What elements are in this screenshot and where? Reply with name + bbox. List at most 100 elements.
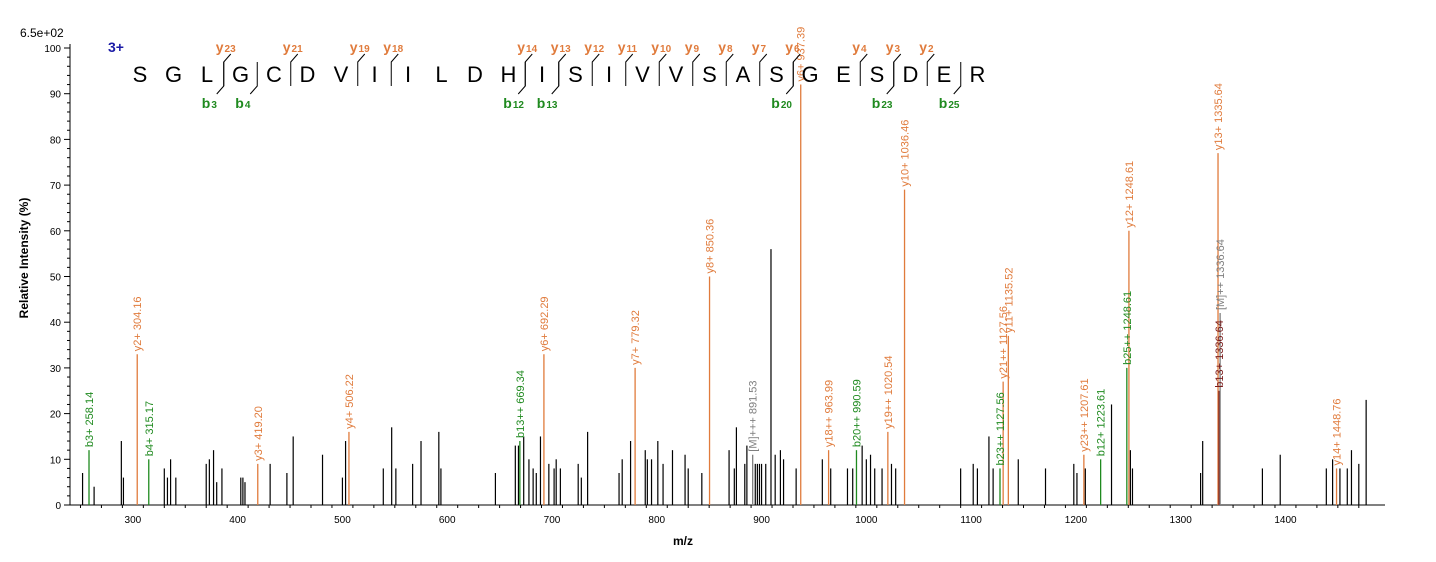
y-tick-label: 10 [50, 455, 62, 466]
peak-label: y10+ 1036.46 [900, 120, 912, 187]
b-ion-marker [785, 62, 794, 95]
peak-label: y4+ 506.22 [344, 374, 356, 429]
sequence-residue: D [467, 62, 483, 87]
peak-label: y19++ 1020.54 [883, 355, 895, 428]
y-ion-number: 23 [225, 44, 237, 55]
y-ion-marker [759, 53, 768, 86]
sequence-residue: H [501, 62, 517, 87]
sequence-residue: D [903, 62, 919, 87]
y-axis-label: Relative Intensity (%) [17, 198, 31, 319]
y-ion-number: 9 [694, 44, 700, 55]
peak-label: b13++ 669.34 [515, 370, 527, 438]
x-axis-label: m/z [673, 534, 693, 548]
y-ion-number: 18 [392, 44, 404, 55]
peak-label: [M]++ 1336.64 [1215, 239, 1227, 310]
sequence-residue: S [769, 62, 784, 87]
b-ion-marker [551, 62, 560, 95]
peak-label: b20++ 990.59 [851, 379, 863, 447]
x-tick-label: 1200 [1065, 515, 1088, 526]
peak-label: y2+ 304.16 [132, 296, 144, 351]
y-ion-marker [658, 53, 667, 86]
b-ion-marker [249, 62, 258, 95]
b-ion-marker [886, 62, 895, 95]
y-ion-marker [558, 53, 567, 86]
y-ion-label: y13 [551, 39, 571, 55]
peak-label: y23++ 1207.61 [1079, 378, 1091, 451]
y-ion-number: 10 [660, 44, 672, 55]
b-ion-marker [953, 62, 962, 95]
y-ion-marker [524, 53, 533, 86]
x-tick-label: 400 [229, 515, 246, 526]
peak-label: y11+ 1135.52 [1003, 268, 1015, 333]
b-ion-number: 3 [211, 100, 217, 111]
axes: 0 10 20 30 40 50 60 70 80 90 100 300 400 500 600 700 800… [44, 44, 1385, 526]
y-ion-label: y18 [383, 39, 403, 55]
y-ion-number: 13 [560, 44, 572, 55]
b-ion-label: b23 [872, 95, 893, 111]
y-ion-label: y19 [350, 39, 370, 55]
peak-label: y13+ 1335.64 [1213, 83, 1225, 150]
y-ion-number: 4 [861, 44, 867, 55]
peak-label: b25++ 1248.61 [1122, 291, 1134, 365]
b-ion-number: 4 [245, 100, 251, 111]
sequence-residue: I [539, 62, 545, 87]
sequence-residue: C [266, 62, 282, 87]
y-ion-number: 3 [895, 44, 901, 55]
sequence-residue: G [232, 62, 249, 87]
b-ion-label: b4 [235, 95, 251, 111]
sequence-residue: V [334, 62, 349, 87]
x-tick-label: 1100 [960, 515, 982, 526]
b-ion-label: b25 [939, 95, 960, 111]
y-ion-marker [725, 53, 734, 86]
y-ion-number: 7 [761, 44, 767, 55]
sequence-residue: S [870, 62, 885, 87]
peak-label: [M]+++ 891.53 [748, 380, 760, 451]
intensity-scale-label: 6.5e+02 [20, 26, 64, 40]
x-tick-label: 900 [753, 515, 770, 526]
b-ion-label: b13 [537, 95, 558, 111]
y-ion-number: 2 [928, 44, 934, 55]
sequence-residue: V [669, 62, 684, 87]
y-tick-label: 60 [50, 227, 62, 238]
peak-label: y7+ 779.32 [630, 310, 642, 365]
b-ion-marker [216, 62, 225, 95]
peak-label: y21++ 1127.56 [998, 306, 1010, 379]
sequence-residue: S [568, 62, 583, 87]
sequence-residue: G [801, 62, 818, 87]
x-tick-label: 1400 [1274, 515, 1297, 526]
peak-label: b13+ 1336.64 [1214, 320, 1226, 388]
peak-label: b23++ 1127.56 [995, 392, 1007, 465]
y-ion-marker [591, 53, 600, 86]
y-ion-number: 21 [292, 44, 304, 55]
y-ion-label: y14 [517, 39, 537, 55]
b-ion-number: 12 [513, 100, 525, 111]
y-ion-label: y11 [618, 39, 638, 55]
y-ion-marker [692, 53, 701, 86]
sequence-residue: E [937, 62, 952, 87]
b-ion-marker [517, 62, 526, 95]
sequence-residue: L [435, 62, 447, 87]
x-tick-label: 800 [648, 515, 665, 526]
b-ion-number: 20 [781, 100, 793, 111]
b-ion-label: b12 [503, 95, 524, 111]
sequence-residue: G [165, 62, 182, 87]
y-tick-label: 20 [50, 410, 62, 421]
y-tick-label: 70 [50, 181, 62, 192]
y-ion-label: y8 [718, 39, 733, 55]
sequence-residue: R [970, 62, 986, 87]
peak-label: y6+ 937.39 [796, 27, 808, 82]
y-ion-marker [390, 53, 399, 86]
y-ion-number: 14 [526, 44, 538, 55]
b-ion-number: 25 [948, 100, 960, 111]
x-tick-label: 300 [125, 515, 142, 526]
sequence-residue: L [201, 62, 213, 87]
y-ion-number: 6 [794, 44, 800, 55]
y-ion-number: 12 [593, 44, 605, 55]
y-ion-marker [290, 53, 299, 86]
y-tick-label: 80 [50, 135, 62, 146]
y-ion-number: 19 [359, 44, 371, 55]
b-ion-label: b20 [771, 95, 792, 111]
y-ion-marker [859, 53, 868, 86]
